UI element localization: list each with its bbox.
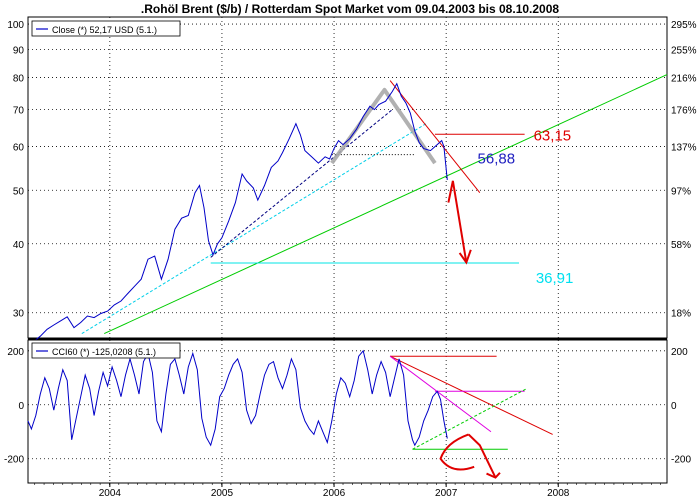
price-left-tick: 40 [13, 240, 25, 251]
cci-left-tick: -200 [4, 455, 24, 466]
cci-left-tick: 200 [7, 347, 24, 358]
cci-legend-label: CCI60 (*) -125,0208 (5.1.) [52, 347, 156, 357]
chart-title: .Rohöl Brent ($/b) / Rotterdam Spot Mark… [141, 2, 559, 16]
cci-curl-arrow [439, 433, 475, 471]
cci-panel: 200 200 0 0 -200 -200 CCI60 (*) -125,0208 (5.1… [4, 339, 691, 484]
price-left-tick: 30 [13, 309, 25, 320]
cci-right-tick: 200 [671, 347, 688, 358]
forecast-arrowhead [458, 249, 472, 265]
price-legend-label: Close (*) 52,17 USD (5.1.) [52, 25, 157, 35]
x-tick-label: 2004 [99, 488, 122, 499]
level-label: 36,91 [536, 270, 574, 287]
x-tick-label: 2007 [435, 488, 458, 499]
forecast-arrow [447, 180, 468, 263]
x-axis: 2004 2005 2006 2007 2008 [34, 483, 661, 499]
resistance-trendline [389, 80, 481, 193]
price-left-tick: 90 [13, 45, 25, 56]
price-right-tick: 18% [671, 309, 691, 320]
price-right-tick: 58% [671, 240, 691, 251]
cci-support-trendline [412, 388, 528, 450]
price-left-tick: 60 [13, 143, 25, 154]
support-trendline [104, 74, 668, 335]
x-tick-label: 2005 [211, 488, 234, 499]
level-label: 63,15 [534, 127, 572, 144]
cci-resistance-trendline [389, 355, 553, 435]
price-right-tick: 97% [671, 186, 691, 197]
cci-forecast-arrow [467, 433, 497, 479]
cyan-dashed-trendline [81, 123, 427, 335]
price-left-tick: 80 [13, 74, 25, 85]
cci-forecast-arrowhead [486, 472, 501, 479]
navy-dashed-trendline [210, 109, 393, 258]
price-series-line [27, 82, 448, 353]
price-panel: 100 295% 90 255% 80 216% 70 176% 60 137% 50 97% 40 58… [7, 16, 697, 353]
cci-magenta-trendline [389, 355, 492, 433]
price-legend-box [31, 20, 181, 37]
price-left-tick: 100 [7, 20, 24, 31]
price-right-tick: 176% [671, 106, 697, 117]
cci-frame [27, 339, 668, 484]
cci-series-line [27, 349, 448, 447]
price-left-tick: 50 [13, 186, 25, 197]
price-frame [27, 16, 668, 339]
x-tick-label: 2006 [323, 488, 346, 499]
price-right-tick: 216% [671, 74, 697, 85]
x-tick-label: 2008 [547, 488, 570, 499]
cci-legend-box [31, 342, 181, 359]
price-left-tick: 70 [13, 106, 25, 117]
price-right-tick: 255% [671, 45, 697, 56]
cci-right-tick: 0 [671, 401, 677, 412]
level-label: 56,88 [478, 150, 516, 167]
price-right-tick: 137% [671, 143, 697, 154]
cci-left-tick: 0 [18, 401, 24, 412]
cci-right-tick: -200 [671, 455, 691, 466]
price-right-tick: 295% [671, 20, 697, 31]
